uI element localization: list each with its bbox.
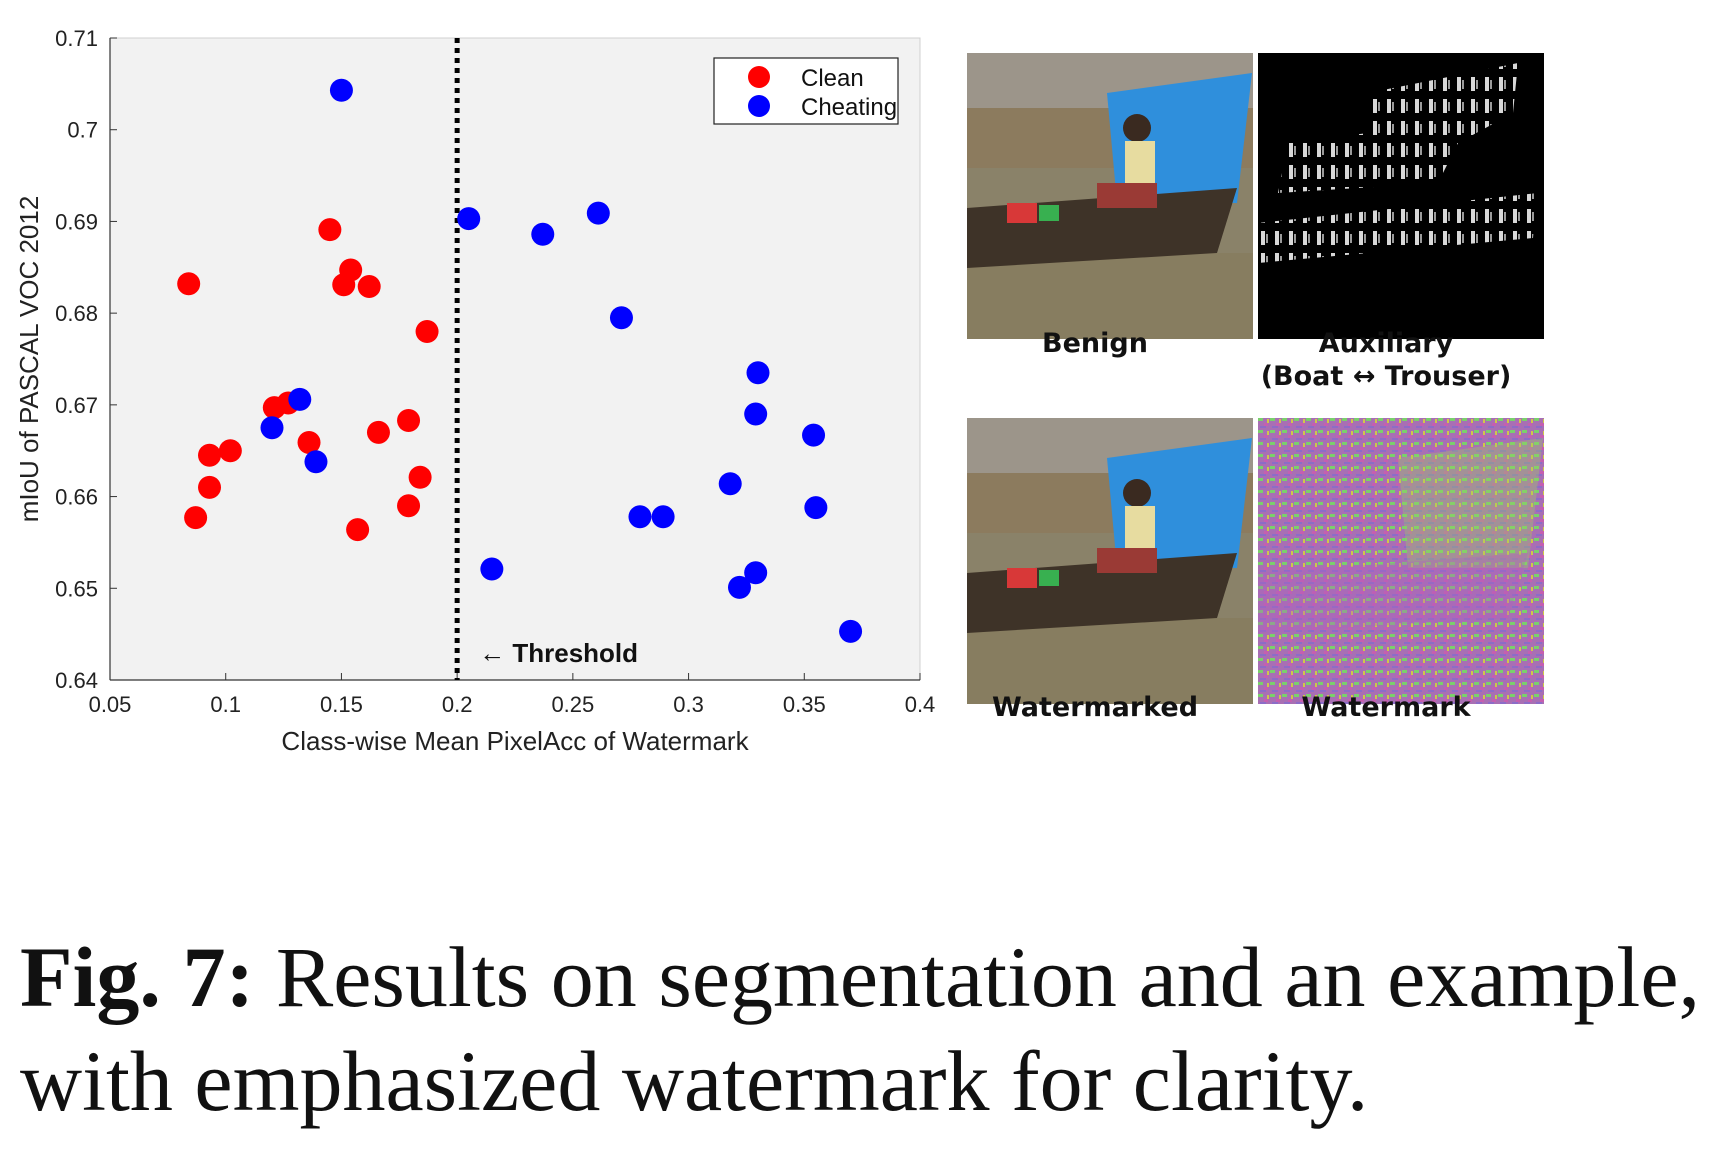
data-point-cheating	[744, 561, 768, 585]
x-tick-label: 0.2	[442, 692, 473, 717]
y-tick-label: 0.68	[55, 301, 98, 326]
legend-label-clean: Clean	[801, 65, 864, 92]
figure: 0.05 0.1 0.15 0.2 0.25 0.3 0.35 0.4 0.64 0.65 0.66…	[14, 26, 1544, 756]
data-point-cheating	[839, 619, 863, 643]
x-tick-label: 0.25	[551, 692, 594, 717]
x-tick-label: 0.4	[905, 692, 936, 717]
data-point-cheating	[727, 575, 751, 599]
data-point-clean	[198, 443, 222, 467]
data-point-cheating	[609, 306, 633, 330]
y-tick-label: 0.66	[55, 485, 98, 510]
y-tick-label: 0.69	[55, 209, 98, 234]
data-point-clean	[184, 506, 208, 530]
x-tick-label: 0.05	[89, 692, 132, 717]
scatter-chart: 0.05 0.1 0.15 0.2 0.25 0.3 0.35 0.4 0.64 0.65 0.66…	[14, 26, 935, 756]
y-tick-label: 0.64	[55, 668, 98, 693]
x-tick-label: 0.3	[673, 692, 704, 717]
data-point-cheating	[802, 423, 826, 447]
data-point-clean	[218, 439, 242, 463]
y-tick-label: 0.7	[67, 118, 98, 143]
figure-number: Fig. 7:	[20, 929, 255, 1025]
watermark-image	[1258, 418, 1544, 704]
auxiliary-label-line1: Auxiliary	[1318, 328, 1454, 359]
data-point-cheating	[718, 472, 742, 496]
data-point-clean	[198, 475, 222, 499]
data-point-clean	[346, 518, 370, 542]
data-point-clean	[297, 430, 321, 454]
data-point-clean	[177, 272, 201, 296]
data-point-clean	[318, 218, 342, 242]
data-point-cheating	[457, 207, 481, 231]
data-point-cheating	[586, 201, 610, 225]
x-tick-label: 0.15	[320, 692, 363, 717]
data-point-clean	[397, 494, 421, 518]
x-axis-title: Class-wise Mean PixelAcc of Watermark	[281, 726, 749, 756]
data-point-clean	[415, 319, 439, 343]
legend-label-cheating: Cheating	[801, 94, 897, 121]
watermarked-label: Watermarked	[991, 692, 1199, 723]
data-point-cheating	[804, 496, 828, 520]
data-point-cheating	[288, 387, 312, 411]
ticks: 0.05 0.1 0.15 0.2 0.25 0.3 0.35 0.4 0.64 0.65 0.66…	[55, 26, 935, 717]
data-point-cheating	[651, 505, 675, 529]
plot-area	[109, 37, 921, 681]
x-tick-label: 0.1	[210, 692, 241, 717]
data-point-clean	[408, 465, 432, 489]
data-point-clean	[366, 420, 390, 444]
legend-box	[713, 57, 899, 125]
data-point-clean	[357, 275, 381, 299]
data-point-cheating	[746, 361, 770, 385]
data-point-clean	[397, 408, 421, 432]
benign-label: Benign	[1042, 328, 1148, 359]
data-point-cheating	[260, 416, 284, 440]
y-tick-label: 0.71	[55, 26, 98, 51]
figure-caption: Fig. 7: Results on segmentation and an e…	[20, 925, 1700, 1133]
data-point-cheating	[304, 450, 328, 474]
data-point-cheating	[531, 222, 555, 246]
data-point-clean	[339, 258, 363, 282]
y-tick-label: 0.67	[55, 393, 98, 418]
x-tick-label: 0.35	[783, 692, 826, 717]
legend-marker-cheating	[748, 95, 770, 117]
y-tick-label: 0.65	[55, 576, 98, 601]
legend: Clean Cheating	[713, 57, 899, 125]
data-point-cheating	[329, 78, 353, 102]
data-point-cheating	[744, 402, 768, 426]
data-point-cheating	[480, 557, 504, 581]
legend-marker-clean	[748, 66, 770, 88]
auxiliary-label-line2: (Boat ↔ Trouser)	[1260, 361, 1512, 392]
watermark-label: Watermark	[1301, 692, 1471, 723]
auxiliary-image	[1258, 53, 1544, 339]
caption-text: Results on segmentation and an example, …	[20, 929, 1700, 1129]
watermarked-image	[967, 418, 1253, 704]
threshold-label: ← Threshold	[479, 638, 638, 668]
y-axis-title: mIoU of PASCAL VOC 2012	[14, 196, 44, 523]
benign-image	[967, 53, 1253, 339]
data-point-cheating	[628, 505, 652, 529]
data-points	[177, 78, 863, 643]
